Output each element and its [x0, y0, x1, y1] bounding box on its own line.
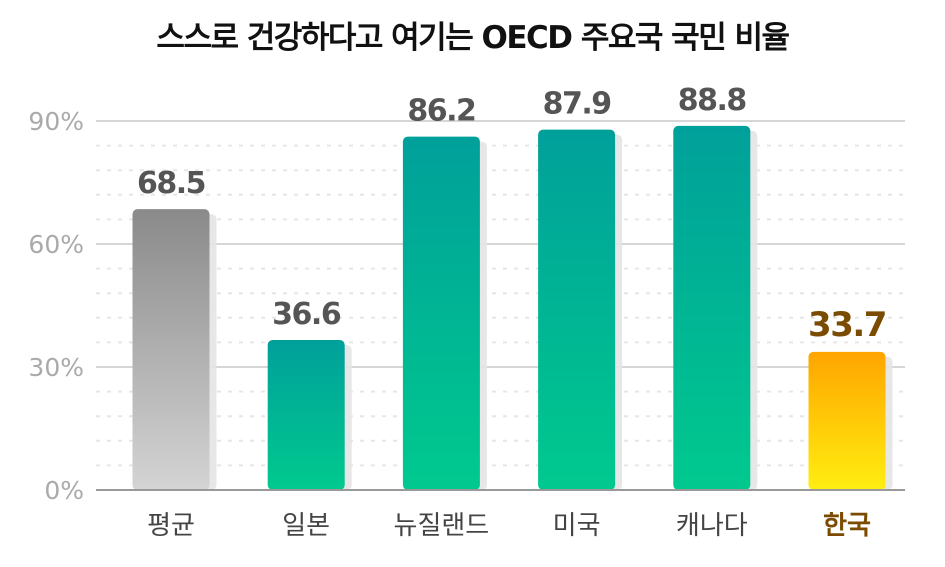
gridlines — [96, 120, 905, 467]
bar — [267, 339, 345, 490]
value-label: 87.9 — [543, 87, 611, 122]
bar — [808, 351, 886, 490]
bar — [673, 125, 751, 491]
bars — [132, 125, 893, 491]
value-label: 68.5 — [137, 166, 205, 201]
labels: 68.5 평균 36.6 일본 86.2 뉴질랜드 87.9 미국 88.8 캐나다 33.7 한국 — [137, 83, 887, 541]
value-label: 36.6 — [272, 297, 341, 332]
category-label: 뉴질랜드 — [394, 511, 490, 541]
category-label: 일본 — [282, 511, 330, 541]
category-label: 캐나다 — [676, 511, 748, 541]
value-label: 88.8 — [678, 83, 747, 118]
y-tick-label: 0% — [44, 476, 84, 505]
value-label: 33.7 — [808, 305, 886, 345]
y-tick-label: 60% — [28, 230, 84, 259]
y-tick-label: 30% — [28, 353, 84, 382]
bar — [538, 129, 616, 491]
category-label: 한국 — [823, 511, 871, 541]
bar — [132, 209, 210, 490]
y-tick-label: 90% — [28, 107, 84, 136]
category-label: 평균 — [147, 511, 195, 541]
y-axis-ticks: 0% 30% 60% 90% — [28, 107, 84, 505]
category-label: 미국 — [553, 511, 601, 541]
value-label: 86.2 — [407, 94, 475, 129]
chart-title: 스스로 건강하다고 여기는 OECD 주요국 국민 비율 — [156, 20, 790, 56]
bar — [402, 136, 480, 490]
